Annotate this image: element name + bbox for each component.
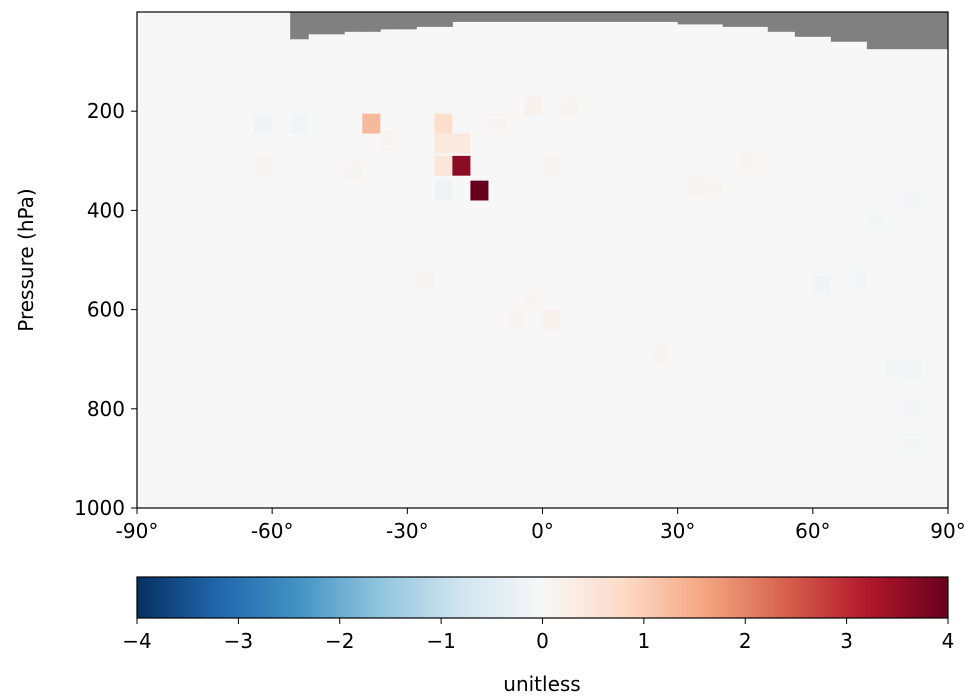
- colorbar-tick-label: 2: [739, 629, 752, 653]
- missing-data-cell: [794, 12, 832, 37]
- colorbar-ticks: −4 −3 −2 −1 0 1 2 3 4: [122, 618, 954, 653]
- heatmap-cell: [434, 113, 453, 134]
- heatmap-cell: [524, 96, 543, 117]
- missing-data-cell: [677, 12, 724, 25]
- y-axis-label: Pressure (hPa): [14, 188, 38, 331]
- heatmap-cell: [848, 269, 867, 290]
- x-axis: -90° -60° -30° 0° 30° 60° 90°: [116, 508, 966, 543]
- heatmap-cell: [902, 433, 921, 454]
- missing-data-cell: [452, 12, 679, 22]
- heatmap-cell: [254, 113, 273, 134]
- heatmap-cell: [434, 133, 453, 154]
- colorbar: −4 −3 −2 −1 0 1 2 3 4 unitless: [122, 576, 954, 696]
- heatmap-cell: [290, 113, 309, 134]
- heatmap-cell: [686, 175, 705, 196]
- missing-data-cell: [308, 12, 327, 35]
- y-tick-label: 600: [87, 298, 125, 322]
- x-tick-label: 60°: [795, 519, 830, 543]
- heatmap-cell: [542, 309, 561, 330]
- missing-data-cell: [326, 12, 345, 35]
- missing-data-cell: [362, 12, 381, 32]
- heatmap-cell: [344, 160, 363, 181]
- heatmap-background: [137, 12, 948, 508]
- heatmap-cell: [866, 210, 885, 231]
- colorbar-tick-label: −1: [426, 629, 455, 653]
- missing-data-cell: [722, 12, 769, 27]
- heatmap-cell: [254, 155, 273, 176]
- y-axis: 200 400 600 800 1000: [74, 99, 137, 520]
- x-tick-label: -60°: [251, 519, 294, 543]
- missing-data-cell: [344, 12, 363, 32]
- colorbar-gradient: [136, 576, 949, 619]
- heatmap-cell: [452, 133, 471, 154]
- heatmap-cell: [902, 359, 921, 380]
- colorbar-label: unitless: [503, 672, 580, 696]
- heatmap-cell: [650, 344, 669, 365]
- heatmap-cell: [362, 113, 381, 134]
- colorbar-tick-label: 1: [638, 629, 651, 653]
- heatmap-cell: [884, 359, 903, 380]
- heatmap-cell: [902, 398, 921, 419]
- y-tick-label: 800: [87, 397, 125, 421]
- heatmap-cell: [902, 190, 921, 211]
- colorbar-tick-label: −4: [122, 629, 151, 653]
- heatmap-cell: [560, 96, 579, 117]
- x-tick-label: 0°: [531, 519, 554, 543]
- colorbar-tick-label: 0: [536, 629, 549, 653]
- missing-data-cell: [290, 12, 309, 40]
- heatmap-cells: [254, 96, 921, 454]
- x-tick-label: 90°: [930, 519, 965, 543]
- heatmap-cell: [488, 113, 507, 134]
- missing-data-cell: [398, 12, 417, 30]
- y-tick-label: 1000: [74, 496, 125, 520]
- missing-data-cell: [416, 12, 435, 27]
- heatmap-cell: [452, 155, 471, 176]
- colorbar-tick-label: −3: [224, 629, 253, 653]
- heatmap-cell: [740, 150, 759, 171]
- heatmap-cell: [434, 180, 453, 201]
- missing-data-layer: [290, 12, 948, 50]
- heatmap-cell: [416, 269, 435, 290]
- missing-data-cell: [380, 12, 399, 30]
- x-tick-label: -30°: [386, 519, 429, 543]
- heatmap-cell: [542, 155, 561, 176]
- heatmap-axes: -90° -60° -30° 0° 30° 60° 90° 200 400 600 800 1000…: [14, 11, 966, 543]
- colorbar-tick-label: 3: [840, 629, 853, 653]
- x-tick-label: 30°: [660, 519, 695, 543]
- heatmap-cell: [470, 180, 489, 201]
- y-tick-label: 200: [87, 99, 125, 123]
- missing-data-cell: [434, 12, 453, 27]
- heatmap-cell: [524, 289, 543, 310]
- heatmap-cell: [506, 309, 525, 330]
- missing-data-cell: [866, 12, 948, 50]
- heatmap-cell: [434, 155, 453, 176]
- heatmap-cell: [380, 131, 399, 151]
- missing-data-cell: [830, 12, 868, 42]
- heatmap-cell: [812, 274, 831, 295]
- x-tick-label: -90°: [116, 519, 159, 543]
- heatmap-cell: [704, 178, 723, 198]
- colorbar-tick-label: 4: [942, 629, 955, 653]
- y-tick-label: 400: [87, 198, 125, 222]
- colorbar-tick-label: −2: [325, 629, 354, 653]
- missing-data-cell: [767, 12, 796, 32]
